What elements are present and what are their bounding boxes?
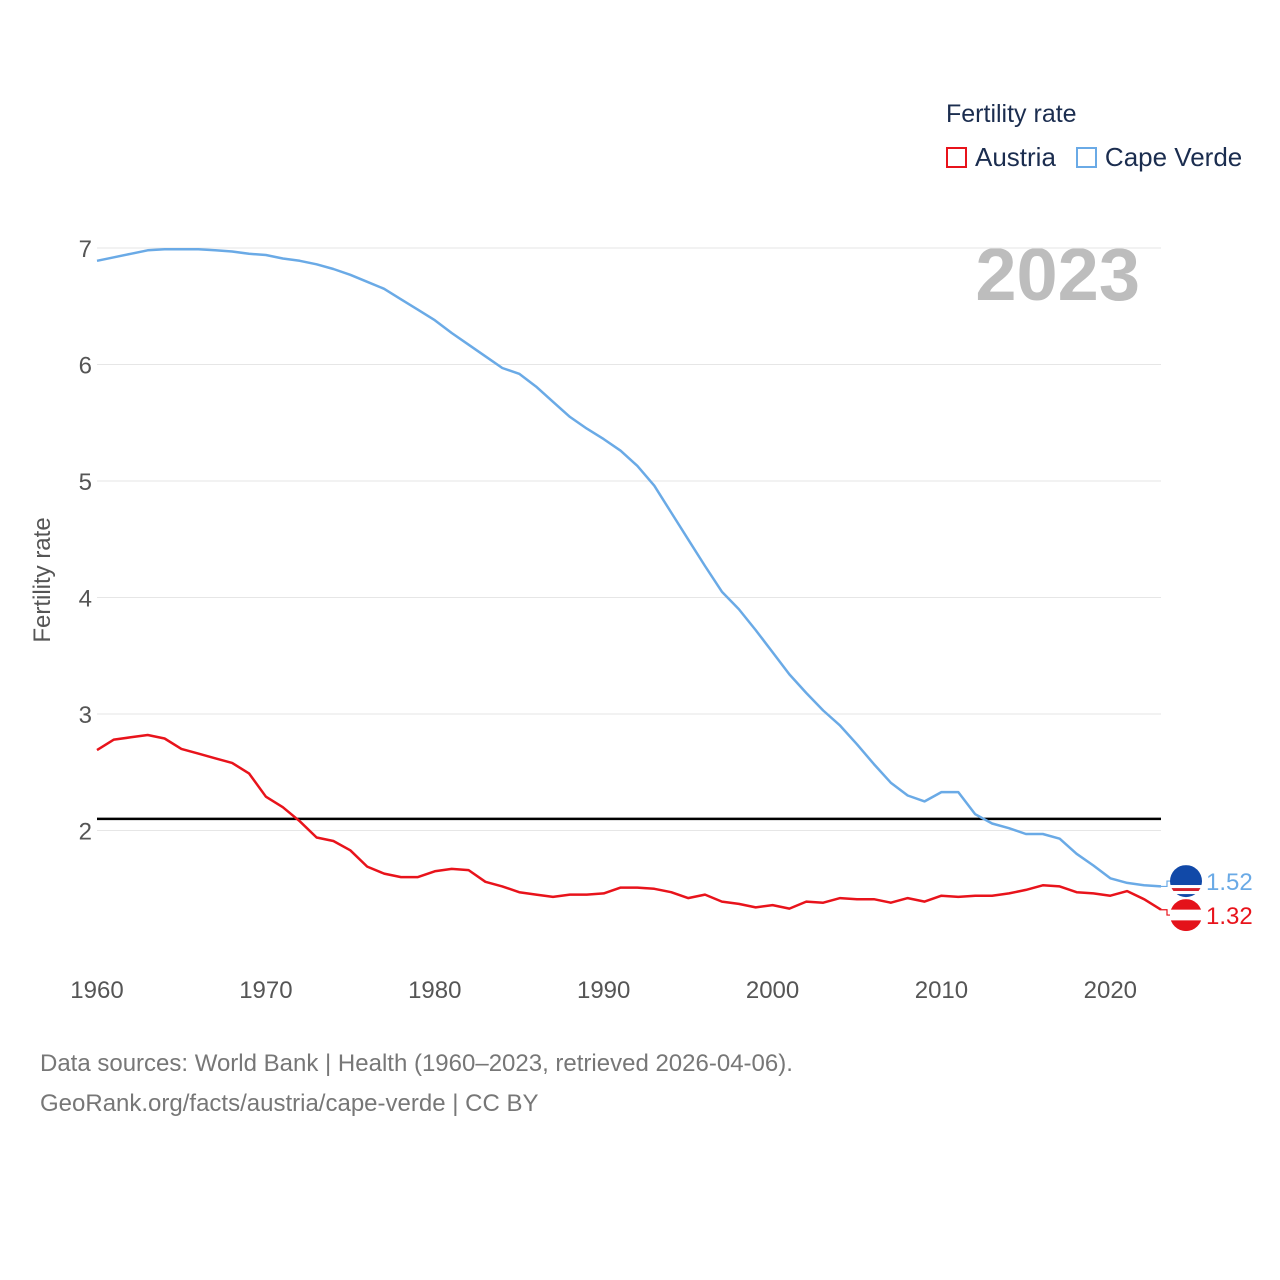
series-line-austria — [96, 733, 1162, 911]
legend: Austria Cape Verde — [946, 142, 1262, 173]
y-tick-label: 2 — [79, 819, 92, 846]
source-line-2[interactable]: GeoRank.org/facts/austria/cape-verde | C… — [40, 1090, 539, 1117]
x-tick-label: 2020 — [1084, 977, 1137, 1004]
y-tick-label: 4 — [79, 586, 92, 613]
legend-title: Fertility rate — [946, 100, 1077, 128]
y-tick-label: 6 — [79, 353, 92, 380]
legend-item-austria[interactable]: Austria — [946, 142, 1056, 173]
flag-cape-verde-icon — [1170, 865, 1202, 898]
source-line-1: Data sources: World Bank | Health (1960–… — [40, 1050, 793, 1077]
end-connector-austria — [1161, 909, 1170, 916]
legend-label-cape-verde: Cape Verde — [1104, 142, 1243, 172]
legend-swatch-cape-verde — [1075, 147, 1097, 168]
legend-label-austria: Austria — [975, 142, 1056, 172]
x-tick-label: 2000 — [746, 977, 799, 1004]
flag-austria-icon — [1170, 899, 1202, 932]
series-line-cape-verde — [96, 247, 1162, 888]
x-tick-label: 1970 — [239, 977, 292, 1004]
legend-swatch-austria — [946, 147, 967, 168]
y-tick-label: 5 — [79, 469, 92, 496]
end-value-label-austria: 1.32 — [1206, 903, 1253, 930]
x-tick-label: 1980 — [408, 977, 461, 1004]
end-connector-cape-verde — [1161, 880, 1170, 888]
end-value-label-cape-verde: 1.52 — [1206, 869, 1253, 896]
legend-item-cape-verde[interactable]: Cape Verde — [1075, 142, 1243, 173]
x-tick-label: 1990 — [577, 977, 630, 1004]
current-year-label: 2023 — [975, 233, 1140, 316]
x-tick-label: 2010 — [915, 977, 968, 1004]
source-note: Data sources: World Bank | Health (1960–… — [40, 1044, 793, 1124]
x-tick-label: 1960 — [70, 977, 123, 1004]
y-tick-label: 3 — [79, 702, 92, 729]
y-tick-label: 7 — [79, 236, 92, 263]
